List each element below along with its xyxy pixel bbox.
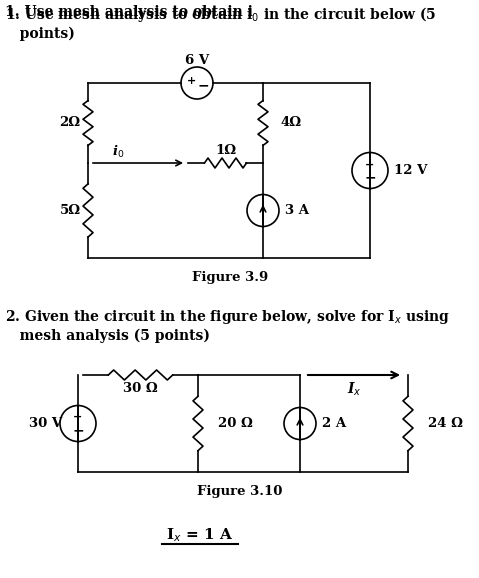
Text: 4Ω: 4Ω bbox=[281, 117, 302, 129]
Text: Figure 3.10: Figure 3.10 bbox=[197, 486, 283, 498]
Text: 20 Ω: 20 Ω bbox=[218, 417, 253, 430]
Text: −: − bbox=[364, 171, 376, 184]
Text: 2Ω: 2Ω bbox=[59, 117, 80, 129]
Text: −: − bbox=[197, 78, 209, 92]
Text: 24 Ω: 24 Ω bbox=[428, 417, 463, 430]
Text: 5Ω: 5Ω bbox=[59, 204, 80, 217]
Text: +: + bbox=[365, 160, 375, 169]
Text: 1. Use mesh analysis to obtain i: 1. Use mesh analysis to obtain i bbox=[5, 5, 253, 19]
Text: 3 A: 3 A bbox=[285, 204, 309, 217]
Text: I$_x$ = 1 A: I$_x$ = 1 A bbox=[166, 526, 234, 544]
Text: 1Ω: 1Ω bbox=[215, 143, 236, 157]
Text: Figure 3.9: Figure 3.9 bbox=[192, 272, 268, 284]
Text: 12 V: 12 V bbox=[394, 164, 427, 177]
Text: 2. Given the circuit in the figure below, solve for I$_x$ using
   mesh analysis: 2. Given the circuit in the figure below… bbox=[5, 308, 450, 343]
Text: 30 V: 30 V bbox=[29, 417, 63, 430]
Text: 6 V: 6 V bbox=[185, 54, 209, 66]
Text: +: + bbox=[73, 413, 82, 423]
Text: i$_0$: i$_0$ bbox=[112, 144, 124, 160]
Text: 2 A: 2 A bbox=[322, 417, 346, 430]
Text: 30 Ω: 30 Ω bbox=[123, 383, 158, 395]
Text: I$_x$: I$_x$ bbox=[347, 380, 362, 398]
Text: +: + bbox=[187, 76, 196, 86]
Text: 1. Use mesh analysis to obtain i$_0$ in the circuit below (5
   points): 1. Use mesh analysis to obtain i$_0$ in … bbox=[5, 5, 436, 40]
Text: −: − bbox=[72, 424, 84, 438]
